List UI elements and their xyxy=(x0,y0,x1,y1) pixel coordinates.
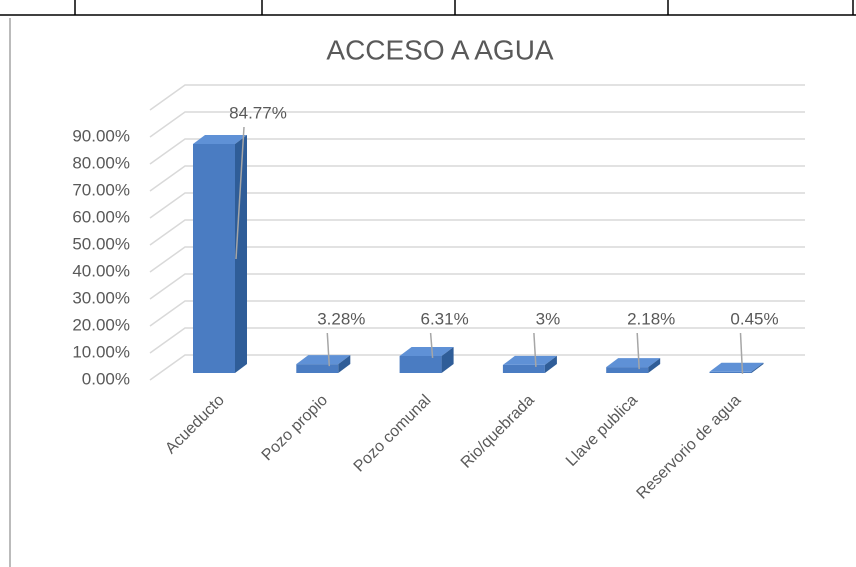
grid-line xyxy=(149,138,805,165)
y-tick-label: 60.00% xyxy=(72,207,130,226)
x-tick-label: Reservorio de agua xyxy=(634,392,745,503)
bar xyxy=(193,144,235,373)
bar xyxy=(606,367,649,373)
value-label: 2.18% xyxy=(627,309,675,328)
grid-line xyxy=(149,192,805,219)
value-label: 0.45% xyxy=(730,309,778,328)
wall-top xyxy=(149,84,805,111)
x-tick-label: Rio/quebrada xyxy=(458,392,538,472)
x-tick-label: Pozo propio xyxy=(259,392,331,464)
bar-side xyxy=(441,346,454,373)
leader-line xyxy=(533,332,537,367)
chart-title: ACCESO A AGUA xyxy=(326,34,554,65)
bar xyxy=(502,364,545,373)
bar xyxy=(296,364,339,373)
leader-line xyxy=(235,126,245,260)
bar-top xyxy=(296,355,351,365)
y-tick-label: 40.00% xyxy=(72,261,130,280)
bar-side xyxy=(235,135,247,373)
bar-top xyxy=(502,355,557,365)
leader-line xyxy=(636,332,640,370)
grid-line xyxy=(149,354,805,381)
bar xyxy=(399,355,442,373)
bar-side xyxy=(338,355,351,373)
value-label: 6.31% xyxy=(420,309,468,328)
y-tick-label: 50.00% xyxy=(72,234,130,253)
y-tick-label: 20.00% xyxy=(72,315,130,334)
y-tick-label: 70.00% xyxy=(72,180,130,199)
grid-line xyxy=(149,300,805,327)
bar-side xyxy=(751,362,764,373)
grid-line xyxy=(149,165,805,192)
y-tick-label: 90.00% xyxy=(72,126,130,145)
frame xyxy=(0,0,856,16)
x-tick-label: Acueducto xyxy=(162,392,228,458)
bar-top xyxy=(606,358,661,368)
y-tick-label: 80.00% xyxy=(72,153,130,172)
value-label: 84.77% xyxy=(229,103,287,122)
bar-side xyxy=(648,358,661,373)
leader-line xyxy=(429,332,434,359)
bar-top xyxy=(399,346,454,356)
leader-line xyxy=(739,332,744,374)
bar-top xyxy=(709,362,764,372)
bar-top xyxy=(193,135,247,144)
x-tick-label: Llave publica xyxy=(563,392,641,470)
value-label: 3.28% xyxy=(317,309,365,328)
grid-line xyxy=(149,246,805,273)
y-tick-label: 0.00% xyxy=(82,369,130,388)
bar xyxy=(709,371,752,373)
x-tick-label: Pozo comunal xyxy=(351,392,435,476)
y-tick-label: 10.00% xyxy=(72,342,130,361)
y-tick-label: 30.00% xyxy=(72,288,130,307)
value-label: 3% xyxy=(536,309,561,328)
grid-line xyxy=(149,327,805,354)
leader-line xyxy=(326,332,331,367)
grid-line xyxy=(149,219,805,246)
grid-line xyxy=(149,273,805,300)
bar-side xyxy=(544,355,557,373)
grid-line xyxy=(149,111,805,138)
